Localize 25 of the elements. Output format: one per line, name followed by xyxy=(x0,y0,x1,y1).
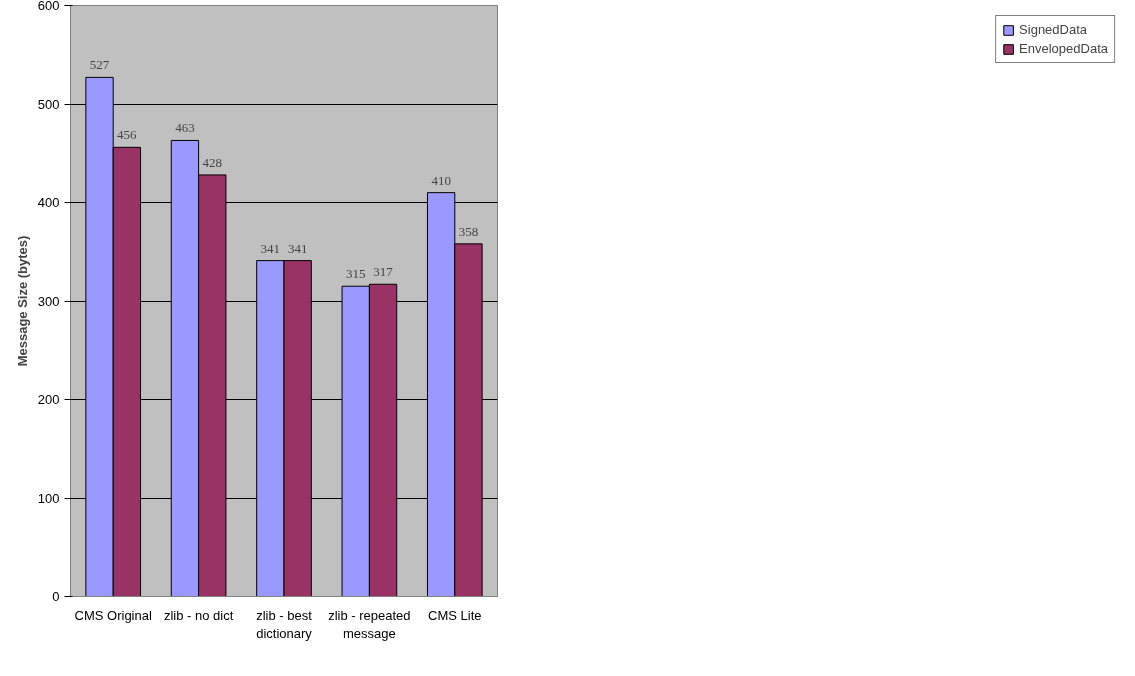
legend-label: EnvelopedData xyxy=(1019,41,1108,56)
y-tick-label: 500 xyxy=(37,96,60,112)
data-label: 463 xyxy=(175,120,195,136)
y-tick-label: 0 xyxy=(52,589,60,604)
x-tick-label: zlib - no dict xyxy=(163,607,234,623)
x-tick-label: zlib - repeated message xyxy=(328,607,411,641)
data-label: 358 xyxy=(458,223,479,239)
x-tick-label: CMS Lite xyxy=(428,607,482,623)
y-tick-label: 600 xyxy=(37,0,60,13)
y-tick-label: 200 xyxy=(37,392,60,407)
y-tick-label: 400 xyxy=(37,195,60,210)
data-label: 527 xyxy=(89,57,110,73)
y-axis-title: Message Size (bytes) xyxy=(14,235,30,367)
y-tick-label: 100 xyxy=(37,490,60,506)
data-label: 315 xyxy=(345,266,366,282)
data-label: 341 xyxy=(260,240,281,256)
data-label: 317 xyxy=(373,264,394,280)
data-label: 410 xyxy=(431,172,451,188)
data-label: 456 xyxy=(117,127,138,143)
legend-label: SignedData xyxy=(1019,22,1088,37)
data-label: 428 xyxy=(202,154,223,170)
data-label: 341 xyxy=(287,240,308,256)
x-tick-label: CMS Original xyxy=(74,607,152,623)
x-tick-label: zlib - best dictionary xyxy=(256,607,313,641)
y-tick-label: 300 xyxy=(37,293,60,309)
